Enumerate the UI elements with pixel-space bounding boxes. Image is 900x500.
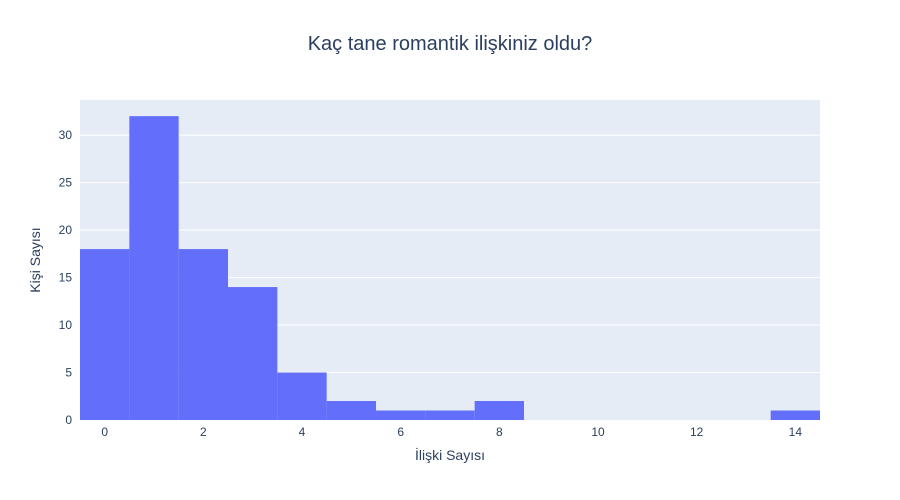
y-tick-label: 30 [59, 128, 73, 142]
y-tick-label: 25 [59, 176, 73, 190]
x-tick-label: 2 [200, 425, 207, 439]
x-tick-label: 10 [591, 425, 605, 439]
histogram-bar [277, 372, 327, 420]
y-tick-label: 10 [59, 318, 73, 332]
y-tick-label: 5 [65, 366, 72, 380]
x-tick-label: 4 [299, 425, 306, 439]
y-axis-title: Kişi Sayısı [27, 227, 43, 292]
x-axis-ticks: 0 2 4 6 8 10 12 14 [101, 425, 802, 439]
y-tick-label: 15 [59, 271, 73, 285]
x-tick-label: 0 [101, 425, 108, 439]
histogram-bar [228, 287, 278, 420]
x-tick-label: 6 [397, 425, 404, 439]
x-tick-label: 12 [690, 425, 704, 439]
histogram-bar [326, 401, 376, 420]
y-tick-label: 20 [59, 223, 73, 237]
chart-title: Kaç tane romantik ilişkiniz oldu? [308, 33, 593, 55]
y-tick-label: 0 [65, 413, 72, 427]
histogram-bar [474, 401, 524, 420]
histogram-bar [770, 410, 820, 420]
histogram-bar [129, 116, 179, 421]
x-tick-label: 8 [496, 425, 503, 439]
x-axis-title: İlişki Sayısı [415, 446, 485, 463]
histogram-bar [178, 249, 228, 420]
y-axis-ticks: 0 5 10 15 20 25 30 [59, 128, 73, 427]
bars [80, 116, 820, 421]
x-tick-label: 14 [789, 425, 803, 439]
histogram-bar [376, 410, 426, 420]
histogram-bar [80, 249, 130, 420]
histogram-bar [425, 410, 475, 420]
